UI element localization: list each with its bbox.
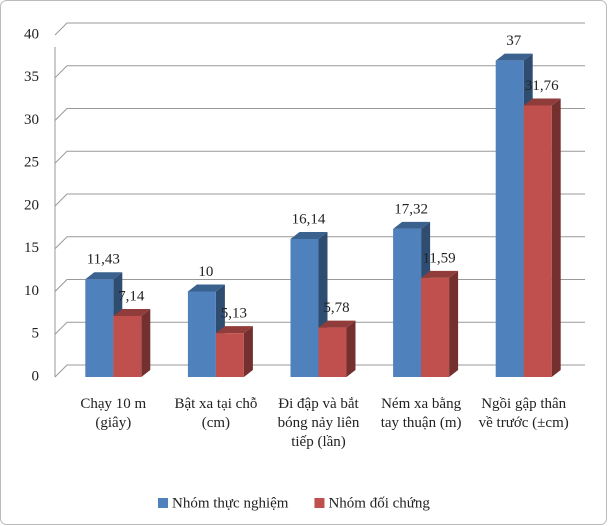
bar-side (551, 98, 561, 378)
value-label: 10 (198, 264, 213, 280)
value-label: 31,76 (525, 78, 559, 94)
value-label: 5,13 (221, 306, 247, 322)
bar-top (318, 320, 356, 328)
y-tick-label: 10 (24, 283, 39, 299)
bar-top (187, 284, 225, 292)
bar (290, 239, 319, 377)
y-tick-label: 0 (32, 368, 40, 384)
bar-top (215, 326, 253, 334)
value-label: 5,78 (323, 300, 349, 316)
bar-top (523, 98, 561, 106)
bar (318, 327, 347, 377)
x-tick-label: Bật xa tại chỗ (cm) (174, 396, 258, 431)
legend-label: Nhóm thực nghiệm (172, 495, 289, 511)
bar-top (113, 308, 151, 316)
bar (523, 105, 552, 378)
bar-side (141, 308, 151, 377)
grid-line (54, 22, 585, 36)
bar-side (243, 326, 253, 377)
bar (187, 291, 216, 377)
y-tick-label: 5 (32, 326, 40, 342)
value-label: 11,43 (87, 252, 120, 268)
bar (495, 60, 524, 378)
bar-top (421, 270, 459, 278)
y-tick-label: 15 (24, 240, 39, 256)
legend-swatch (158, 498, 168, 508)
y-tick-label: 40 (24, 26, 39, 42)
grid-line (54, 150, 585, 164)
bar-side (346, 320, 356, 377)
x-tick-label: Ngồi gập thân về trước (±cm) (478, 396, 569, 431)
value-label: 11,59 (422, 250, 455, 266)
bar (421, 277, 450, 377)
bar (113, 315, 142, 377)
x-tick-label: Chạy 10 m (giây) (80, 396, 147, 431)
legend-swatch (314, 498, 325, 508)
bar-top (495, 53, 533, 61)
value-label: 7,14 (118, 288, 145, 304)
bar-top (290, 232, 328, 240)
bar-side (449, 270, 459, 377)
bar (215, 333, 244, 377)
value-label: 37 (506, 33, 522, 49)
legend-label: Nhóm đối chứng (328, 495, 430, 511)
grid-line (54, 193, 585, 207)
y-tick-label: 20 (24, 197, 39, 213)
x-tick-label: Ném xa bằng tay thuận (m) (380, 396, 462, 431)
y-tick-label: 30 (24, 112, 39, 128)
y-tick-label: 35 (24, 69, 39, 85)
y-tick-label: 25 (24, 155, 39, 171)
value-label: 17,32 (394, 201, 428, 217)
bar-top (85, 272, 123, 280)
value-label: 16,14 (292, 211, 326, 227)
bar (85, 279, 114, 377)
grid-line (54, 108, 585, 121)
grid-line (54, 65, 585, 79)
x-tick-label: Đi đập và bắt bóng nảy liên tiếp (lần) (277, 396, 360, 450)
bar-top (393, 221, 431, 229)
bar (393, 228, 422, 377)
